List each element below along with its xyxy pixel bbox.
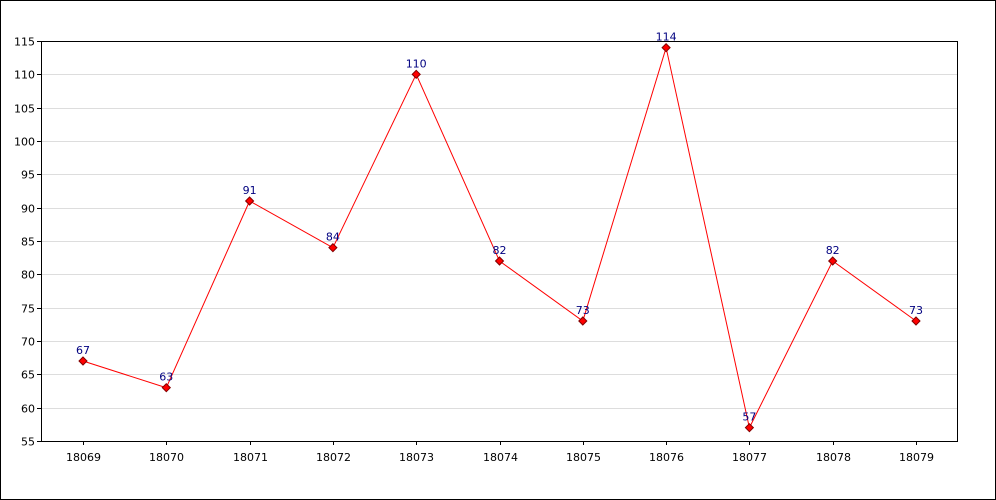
gridlines	[41, 74, 957, 409]
data-markers	[78, 42, 921, 433]
y-tick-label: 85	[21, 236, 35, 249]
data-label: 110	[406, 57, 427, 70]
x-tick-label: 18072	[316, 451, 351, 464]
data-label: 114	[656, 31, 677, 44]
data-label: 57	[742, 411, 756, 424]
plot-area	[41, 41, 958, 442]
x-tick-label: 18073	[399, 451, 434, 464]
y-tick-label: 70	[21, 336, 35, 349]
data-point	[911, 316, 921, 326]
data-point	[244, 196, 255, 206]
y-tick-label: 55	[21, 436, 35, 449]
y-tick-label: 80	[21, 269, 35, 282]
data-point	[161, 382, 172, 393]
data-point	[661, 42, 671, 53]
x-tick-label: 18071	[233, 451, 268, 464]
data-label: 73	[909, 304, 923, 317]
y-tick-label: 115	[14, 36, 35, 49]
data-point	[328, 242, 338, 253]
x-tick-label: 18075	[566, 451, 601, 464]
data-label: 73	[576, 304, 590, 317]
x-tick-label: 18076	[649, 451, 684, 464]
data-label: 84	[326, 231, 340, 244]
y-tick-label: 100	[14, 136, 35, 149]
data-label: 67	[76, 344, 90, 357]
y-tick-label: 65	[21, 369, 35, 382]
data-point	[827, 256, 838, 266]
data-point	[744, 422, 755, 433]
data-point	[411, 69, 421, 80]
data-point	[494, 256, 505, 266]
data-point	[578, 316, 588, 326]
x-tick-label: 18070	[149, 451, 184, 464]
x-tick-label: 18074	[483, 451, 518, 464]
y-tick-label: 105	[14, 103, 35, 116]
data-label: 91	[243, 184, 257, 197]
y-tick-label: 110	[14, 69, 35, 82]
y-tick-label: 60	[21, 403, 35, 416]
series-polyline	[82, 45, 917, 430]
data-label: 82	[493, 244, 507, 257]
x-tick-label: 18069	[66, 451, 101, 464]
y-tick-label: 95	[21, 169, 35, 182]
y-axis: 55 60 65 70 75 80 85 90 95 100 105 110 115	[14, 36, 41, 449]
x-tick-label: 18078	[816, 451, 851, 464]
x-axis: 18069 18070 18071 18072 18073 18074 18075 18076…	[66, 441, 934, 464]
data-labels: 67 63 91 84 110 82 73 114 57 82 73	[76, 31, 923, 424]
x-tick-label: 18077	[732, 451, 767, 464]
y-tick-label: 75	[21, 303, 35, 316]
series-line	[82, 45, 917, 430]
x-tick-label: 18079	[899, 451, 934, 464]
y-tick-label: 90	[21, 203, 35, 216]
data-point	[78, 356, 88, 366]
data-label: 63	[159, 371, 173, 384]
data-label: 82	[826, 244, 840, 257]
